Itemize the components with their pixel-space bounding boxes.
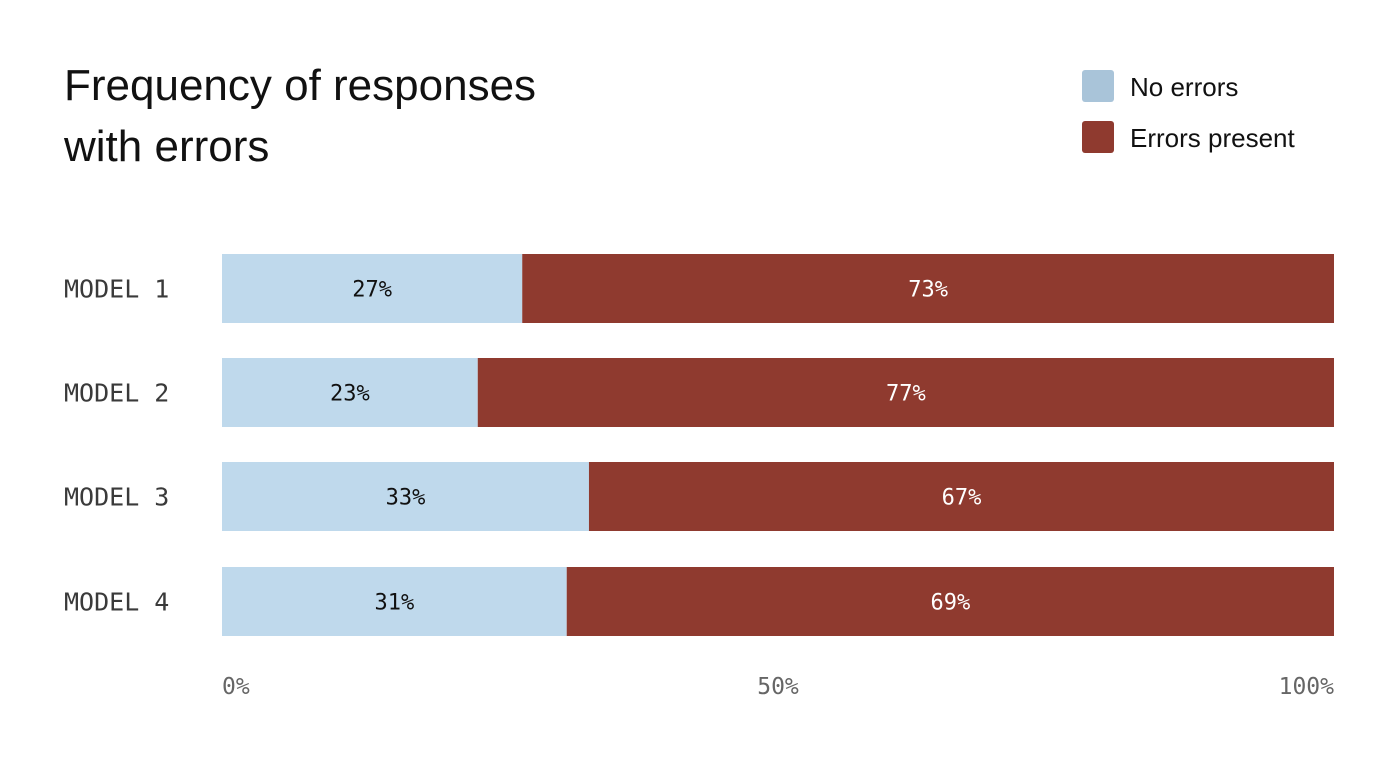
x-tick-label-2: 100%: [1279, 674, 1335, 700]
bar-group-model-2: MODEL 2 23% 77%: [64, 358, 1334, 427]
bar-model-1-no-errors: [222, 254, 523, 323]
legend-swatch-no-errors: [1082, 70, 1114, 102]
legend-swatch-errors-present: [1082, 121, 1114, 153]
data-label-model-3-no-errors: 33%: [386, 486, 426, 511]
bar-model-1-errors-present: [522, 254, 1334, 323]
bar-group-model-4: MODEL 4 31% 69%: [64, 567, 1334, 636]
data-label-model-4-errors-present: 69%: [930, 591, 970, 616]
x-tick-label-1: 50%: [757, 674, 799, 700]
legend-item-no-errors: No errors: [1082, 70, 1238, 102]
bar-model-4-no-errors: [222, 567, 567, 636]
bar-group-model-3: MODEL 3 33% 67%: [64, 462, 1334, 531]
bar-model-3-no-errors: [222, 462, 589, 531]
category-label-model-2: MODEL 2: [64, 379, 169, 408]
legend-label-errors-present: Errors present: [1130, 123, 1295, 153]
bar-model-4-errors-present: [566, 567, 1334, 636]
category-label-model-1: MODEL 1: [64, 275, 169, 304]
x-tick-label-0: 0%: [222, 674, 250, 700]
data-label-model-3-errors-present: 67%: [942, 486, 982, 511]
x-axis: 0% 50% 100%: [222, 674, 1334, 700]
data-label-model-1-errors-present: 73%: [908, 278, 948, 303]
bar-model-2-errors-present: [477, 358, 1334, 427]
category-label-model-3: MODEL 3: [64, 483, 169, 512]
data-label-model-2-errors-present: 77%: [886, 382, 926, 407]
legend-label-no-errors: No errors: [1130, 72, 1238, 102]
bar-model-2-no-errors: [222, 358, 478, 427]
chart-title: Frequency of responses with errors: [63, 61, 536, 171]
bar-group-model-1: MODEL 1 27% 73%: [64, 254, 1334, 323]
data-label-model-4-no-errors: 31%: [374, 591, 414, 616]
data-label-model-1-no-errors: 27%: [352, 278, 392, 303]
category-label-model-4: MODEL 4: [64, 588, 169, 617]
plot-area: MODEL 1 27% 73%MODEL 2 23% 77%MODEL 3 33% 67%M…: [64, 254, 1334, 636]
chart-title-line-1: Frequency of responses: [64, 61, 536, 110]
data-label-model-2-no-errors: 23%: [330, 382, 370, 407]
bar-model-3-errors-present: [588, 462, 1334, 531]
legend-item-errors-present: Errors present: [1082, 121, 1295, 153]
legend: No errors Errors present: [1082, 70, 1295, 153]
chart-title-line-2: with errors: [63, 122, 269, 171]
